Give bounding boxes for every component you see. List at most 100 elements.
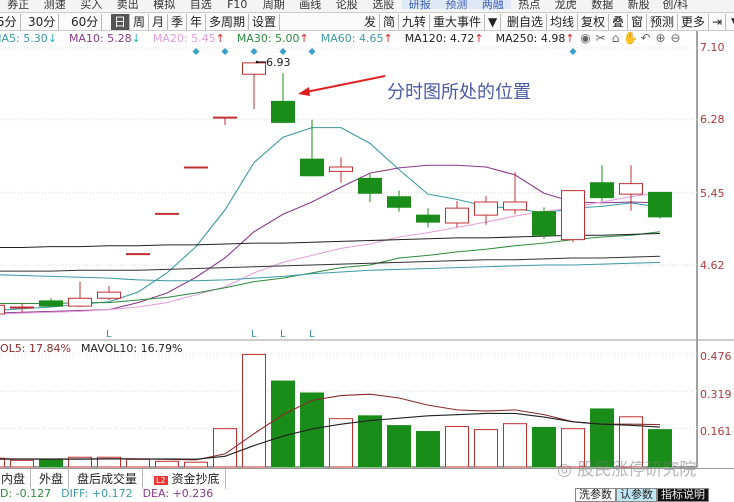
candle bbox=[503, 172, 527, 215]
candle-body bbox=[10, 306, 34, 309]
menu-item[interactable]: 新股 bbox=[627, 0, 650, 11]
menu-item[interactable]: 周期 bbox=[262, 0, 285, 11]
undo-icon[interactable]: ↶ bbox=[640, 31, 651, 45]
bottom-tab[interactable]: 内盘 bbox=[0, 469, 32, 489]
volume-bar bbox=[97, 456, 121, 468]
l2-badge: L2 bbox=[154, 476, 168, 485]
menu-item[interactable]: 龙虎 bbox=[554, 0, 577, 11]
toolbar-button[interactable]: 重大事件 bbox=[430, 14, 486, 30]
menu-item[interactable]: 模拟 bbox=[153, 0, 176, 11]
candle bbox=[271, 73, 295, 123]
toolbar-button[interactable]: 更多 bbox=[678, 14, 710, 30]
menu-item[interactable]: 两融 bbox=[474, 0, 511, 10]
menu-item[interactable]: 券正 bbox=[7, 0, 30, 11]
ma-line-ma60 bbox=[0, 261, 661, 282]
period-tab[interactable]: 季 bbox=[168, 14, 188, 30]
candle bbox=[213, 116, 237, 125]
menu-item[interactable]: 研报 bbox=[401, 0, 438, 10]
toolbar-button[interactable]: 发 bbox=[361, 14, 381, 30]
candle bbox=[10, 302, 34, 313]
ma-value: MA120: 4.72 bbox=[404, 32, 475, 45]
arrow-head-icon bbox=[298, 87, 310, 96]
candle bbox=[358, 174, 382, 202]
period-tab[interactable]: 60分 bbox=[68, 14, 103, 30]
menu-item[interactable]: 预测 bbox=[438, 0, 475, 10]
menu-item[interactable]: 买入 bbox=[80, 0, 103, 11]
period-tab[interactable]: 多周期 bbox=[206, 14, 250, 30]
ma-value: MA60: 4.65 bbox=[320, 32, 384, 45]
menu-item[interactable]: 自选 bbox=[189, 0, 212, 11]
toolbar-button[interactable]: 复权 bbox=[578, 14, 610, 30]
bottom-tab[interactable]: 外盘 bbox=[34, 469, 70, 489]
chart-tools: ◉ ✂ ⌂ ✋ ↶ ⊕ ⊖ bbox=[578, 31, 683, 46]
candle-body bbox=[271, 100, 295, 123]
menu-item[interactable]: 测速 bbox=[43, 0, 66, 11]
period-tab[interactable]: 设置 bbox=[249, 14, 281, 30]
toolbar-button[interactable]: 预测 bbox=[647, 14, 679, 30]
toolbar-button[interactable]: 简 bbox=[380, 14, 400, 30]
toolbar-button[interactable]: ▼ bbox=[728, 14, 734, 30]
candle-body bbox=[0, 304, 5, 315]
macd-legend: D: -0.127 DIFF: +0.172 DEA: +0.236 bbox=[0, 488, 223, 500]
scissors-icon[interactable]: ✂ bbox=[595, 31, 606, 45]
toolbar-button[interactable]: 叠 bbox=[609, 14, 629, 30]
menu-item[interactable]: 论股 bbox=[335, 0, 358, 11]
bottom-tab[interactable]: L2 资金抄底 bbox=[149, 469, 226, 489]
price-tick: 4.62 bbox=[700, 259, 725, 272]
ma-legend-item: MA20: 5.45↑ bbox=[153, 32, 231, 45]
toolbar-button[interactable]: ▼ bbox=[485, 14, 502, 30]
bottom-tab[interactable]: 盘后成交量 bbox=[72, 469, 144, 489]
macd-legend-item: D: -0.127 bbox=[0, 487, 52, 500]
lock-icon[interactable]: ⌂ bbox=[611, 31, 620, 45]
eye-icon[interactable]: ◉ bbox=[580, 31, 591, 45]
period-toolbar: 5分30分60分日周月季年多周期设置发简九转重大事件▼删自选均线复权叠窗预测更多… bbox=[0, 12, 734, 31]
candle bbox=[561, 190, 585, 243]
toolbar-button[interactable]: 窗 bbox=[628, 14, 648, 30]
candle bbox=[590, 165, 614, 202]
period-tab[interactable]: 月 bbox=[149, 14, 169, 30]
signal-L-marker: L bbox=[309, 329, 315, 340]
period-tab[interactable]: 30分 bbox=[25, 14, 60, 30]
candle bbox=[155, 212, 179, 215]
annotation-text: 分时图所处的位置 bbox=[387, 82, 531, 103]
period-tab[interactable]: 5分 bbox=[0, 14, 21, 30]
zoom-in-icon[interactable]: ⊕ bbox=[655, 31, 666, 45]
candle bbox=[619, 165, 643, 211]
menu-item[interactable]: 热点 bbox=[518, 0, 541, 11]
signal-diamond-icon bbox=[221, 47, 229, 56]
period-tab[interactable]: 周 bbox=[130, 14, 150, 30]
menu-item[interactable]: 创/科 bbox=[662, 0, 689, 11]
toolbar-button[interactable]: 均线 bbox=[547, 14, 579, 30]
menu-item[interactable]: 卖出 bbox=[116, 0, 139, 11]
candle-body bbox=[184, 166, 208, 169]
ma-legend: MA5: 5.30↓MA10: 5.28↓MA20: 5.45↑MA30: 5.… bbox=[0, 31, 587, 46]
price-tick: 7.10 bbox=[700, 41, 725, 54]
toolbar-button[interactable]: ⇥ bbox=[709, 14, 727, 30]
zoom-out-icon[interactable]: ⊖ bbox=[670, 31, 681, 45]
signal-diamond-icon bbox=[192, 47, 200, 56]
tab-label: 外盘 bbox=[39, 472, 64, 486]
volume-bar bbox=[445, 426, 469, 468]
period-tab[interactable]: 日 bbox=[111, 14, 131, 30]
menu-item[interactable]: F10 bbox=[227, 0, 248, 11]
candle-body bbox=[300, 158, 324, 177]
toolbar-button[interactable]: 删自选 bbox=[504, 14, 548, 30]
menu-item[interactable]: 画线 bbox=[299, 0, 322, 11]
candle-body bbox=[155, 212, 179, 215]
candle-body bbox=[126, 253, 150, 256]
period-tab[interactable]: 年 bbox=[187, 14, 207, 30]
menu-item[interactable]: 数据 bbox=[591, 0, 614, 11]
candle bbox=[126, 253, 150, 256]
hand-icon[interactable]: ✋ bbox=[623, 31, 638, 45]
trend-arrow-icon: ↑ bbox=[474, 32, 484, 45]
ma-legend-item: MA250: 4.98↑ bbox=[496, 32, 581, 45]
candle-body bbox=[561, 190, 585, 241]
ma-legend-item: MA5: 5.30↓ bbox=[0, 32, 63, 45]
volume-tick: 0.476 bbox=[700, 350, 732, 363]
toolbar-button[interactable]: 九转 bbox=[399, 14, 431, 30]
menu-item[interactable]: 选股 bbox=[372, 0, 395, 11]
indicator-button[interactable]: 指标说明 bbox=[657, 488, 709, 502]
high-pointer-dot bbox=[255, 60, 259, 64]
candle bbox=[329, 157, 353, 183]
